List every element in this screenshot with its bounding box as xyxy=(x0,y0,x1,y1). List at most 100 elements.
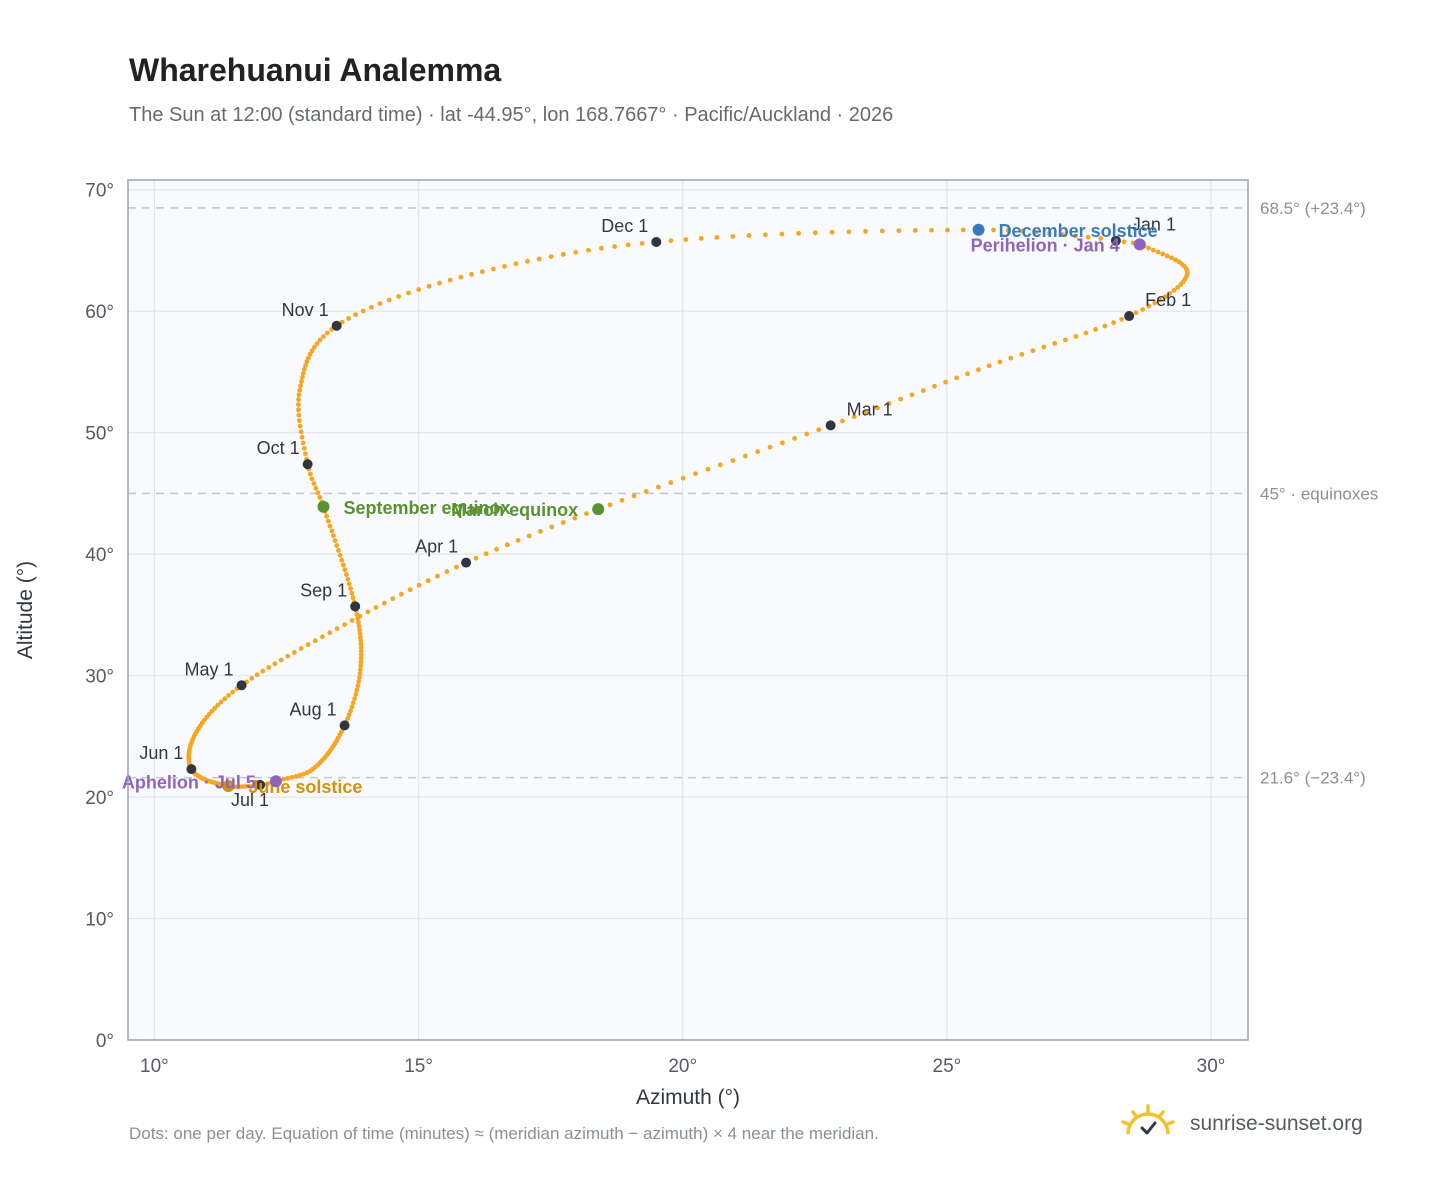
daily-dot xyxy=(350,595,356,601)
daily-dot xyxy=(779,231,785,237)
daily-dot xyxy=(1150,247,1156,253)
x-tick-label: 10° xyxy=(140,1056,169,1077)
daily-dot xyxy=(307,351,313,357)
daily-dot xyxy=(212,705,218,711)
month-marker-label: Feb 1 xyxy=(1145,290,1191,310)
plot-area xyxy=(128,180,1248,1040)
daily-dot xyxy=(960,227,966,233)
daily-dot xyxy=(898,396,903,402)
daily-dot xyxy=(1063,337,1068,343)
daily-dot xyxy=(846,229,852,235)
daily-dot xyxy=(317,495,323,500)
daily-dot xyxy=(297,387,303,393)
daily-dot xyxy=(909,392,915,398)
daily-dot xyxy=(619,497,625,503)
daily-dot xyxy=(368,304,374,310)
daily-dot xyxy=(643,489,649,494)
daily-dot xyxy=(353,312,358,318)
daily-dot xyxy=(357,671,363,676)
daily-dot xyxy=(416,287,422,292)
month-marker-dot xyxy=(461,557,472,568)
daily-dot xyxy=(336,548,341,553)
daily-dot xyxy=(425,578,431,584)
daily-dot xyxy=(1093,327,1099,332)
daily-dot xyxy=(668,238,674,244)
daily-dot xyxy=(377,301,383,307)
daily-dot xyxy=(345,576,351,582)
daily-dot xyxy=(250,783,256,789)
daily-dot xyxy=(311,344,317,350)
daily-dot xyxy=(355,683,361,689)
daily-dot xyxy=(324,330,330,336)
month-marker-dot xyxy=(350,601,361,612)
daily-dot xyxy=(314,341,320,347)
special-point-label: Perihelion · Jan 4 xyxy=(971,235,1120,255)
daily-dot xyxy=(896,228,902,234)
y-tick-label: 70° xyxy=(85,181,114,202)
daily-dot xyxy=(353,691,359,697)
x-tick-label: 25° xyxy=(933,1056,962,1077)
x-tick-label: 20° xyxy=(668,1056,697,1077)
daily-dot xyxy=(300,440,306,446)
daily-dot xyxy=(705,466,711,472)
daily-dot xyxy=(1171,288,1177,293)
daily-dot xyxy=(285,653,291,659)
month-markers: Jan 1 Feb 1 Mar 1 Apr 1 May 1 Jun 1 Jul 1 Aug 1… xyxy=(139,215,1191,810)
daily-dot xyxy=(515,537,521,543)
brand[interactable]: sunrise-sunset.org xyxy=(1120,1104,1363,1144)
month-marker-label: Oct 1 xyxy=(257,438,300,458)
daily-dot xyxy=(997,359,1003,365)
month-marker-label: Nov 1 xyxy=(282,300,329,320)
daily-dot xyxy=(1073,333,1079,339)
daily-dot xyxy=(289,774,295,780)
daily-dot xyxy=(1041,344,1047,350)
daily-dot xyxy=(607,502,613,508)
daily-dot xyxy=(345,716,351,721)
reference-lines: 68.5° (+23.4°) 45° · equinoxes 21.6° (−23.… xyxy=(128,199,1378,788)
x-tick-label: 30° xyxy=(1197,1056,1226,1077)
daily-dot xyxy=(298,429,304,435)
daily-dot xyxy=(340,562,346,568)
daily-dot xyxy=(851,414,857,420)
y-tick-label: 10° xyxy=(85,910,114,931)
daily-dot xyxy=(346,316,351,321)
daily-dot xyxy=(991,227,996,233)
daily-dot xyxy=(339,319,345,325)
daily-dot xyxy=(945,227,950,233)
daily-dot xyxy=(296,412,302,418)
month-marker-label: May 1 xyxy=(185,659,234,679)
daily-dot xyxy=(265,781,271,786)
daily-dot xyxy=(779,440,785,446)
daily-dot xyxy=(285,775,291,781)
daily-dot xyxy=(536,256,542,262)
special-point-label: December solstice xyxy=(999,221,1158,241)
daily-dot xyxy=(296,407,301,413)
daily-dot xyxy=(560,520,566,525)
daily-dot xyxy=(730,458,736,463)
daily-dot xyxy=(932,383,937,389)
daily-dot xyxy=(343,572,349,577)
daily-dot xyxy=(912,228,918,233)
brand-name: sunrise-sunset.org xyxy=(1190,1112,1363,1135)
daily-dot xyxy=(693,471,698,477)
daily-dot xyxy=(348,586,353,591)
daily-dot xyxy=(407,587,413,593)
special-point-dot xyxy=(222,780,235,793)
daily-dot xyxy=(313,485,319,491)
daily-dot xyxy=(1169,255,1174,261)
daily-dot xyxy=(1155,249,1161,255)
daily-dot xyxy=(299,434,305,440)
special-point-dot xyxy=(269,775,282,788)
daily-dot xyxy=(327,523,333,529)
daily-dot xyxy=(309,476,315,482)
daily-dot xyxy=(584,511,589,517)
daily-dot xyxy=(299,379,304,384)
daily-dot xyxy=(920,388,926,393)
month-marker-dot xyxy=(339,720,350,731)
daily-dot xyxy=(298,646,304,651)
footnote: Dots: one per day. Equation of time (min… xyxy=(129,1124,879,1143)
month-marker-dot xyxy=(331,320,342,331)
daily-dot xyxy=(668,480,674,485)
daily-dot xyxy=(266,665,272,670)
